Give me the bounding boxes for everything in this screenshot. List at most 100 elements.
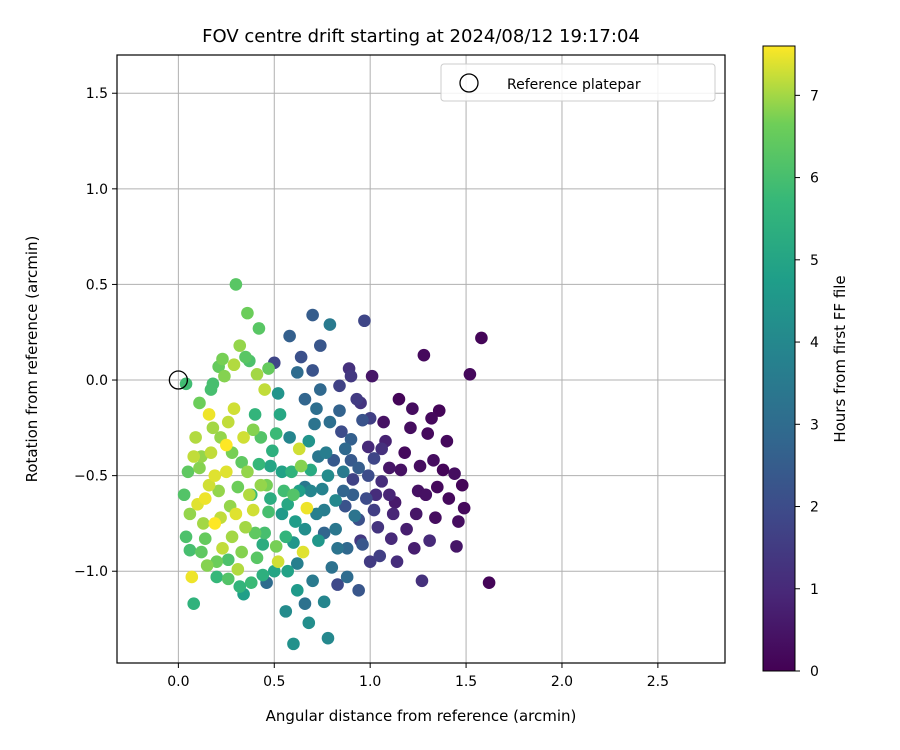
data-point	[277, 484, 291, 498]
data-point	[455, 478, 469, 492]
data-point	[356, 538, 369, 551]
data-point	[279, 530, 293, 544]
data-point	[281, 498, 295, 511]
data-point	[271, 555, 285, 568]
data-point	[392, 392, 406, 406]
data-point	[329, 494, 342, 507]
data-point	[429, 511, 442, 524]
data-point	[258, 383, 271, 396]
data-point	[189, 431, 202, 444]
data-point	[338, 499, 352, 513]
data-point	[220, 438, 233, 452]
data-point	[335, 425, 348, 438]
y-tick-label: 0.5	[86, 277, 108, 293]
data-point	[246, 503, 260, 517]
data-point	[415, 574, 429, 588]
data-point	[338, 442, 352, 456]
x-tick-label: 2.5	[647, 674, 669, 690]
data-point	[283, 431, 296, 444]
data-point	[306, 364, 319, 377]
data-point	[344, 433, 358, 446]
data-point	[375, 475, 388, 488]
y-tick-label: −1.0	[74, 564, 108, 580]
reference-marker-group	[168, 370, 189, 390]
data-point	[233, 339, 247, 352]
data-point	[448, 467, 461, 481]
data-point	[269, 540, 283, 553]
data-point	[367, 452, 381, 465]
legend-marker-icon	[459, 73, 479, 93]
data-point	[264, 492, 277, 505]
y-tick-label: −0.5	[74, 469, 108, 485]
data-point	[254, 478, 268, 492]
x-axis-ticks: 0.0 0.5 1.0 1.5 2.0 2.5	[167, 663, 669, 690]
colorbar-tick-label: 4	[810, 335, 819, 351]
data-point	[457, 501, 471, 515]
colorbar-tick-label: 5	[810, 253, 819, 269]
reference-marker	[168, 370, 189, 390]
data-point	[254, 431, 268, 444]
data-point	[221, 553, 235, 567]
data-point	[400, 522, 413, 536]
grid	[117, 55, 725, 663]
data-point	[202, 478, 216, 492]
x-tick-label: 0.5	[263, 674, 285, 690]
data-point	[262, 362, 275, 375]
data-point	[371, 520, 385, 534]
data-point	[216, 541, 229, 555]
data-point	[369, 488, 383, 502]
data-point	[427, 454, 440, 467]
data-point	[432, 404, 446, 417]
data-point	[292, 442, 306, 456]
data-point	[314, 383, 327, 396]
data-point	[237, 431, 250, 444]
data-point	[289, 515, 302, 528]
data-point	[283, 329, 296, 343]
data-point	[208, 517, 222, 530]
colorbar-tick-label: 2	[810, 500, 819, 516]
data-point	[231, 480, 245, 494]
data-point	[266, 444, 279, 458]
data-point	[340, 570, 354, 584]
data-point	[317, 595, 331, 609]
data-point	[248, 408, 262, 421]
data-point	[177, 488, 191, 502]
colorbar-gradient	[762, 45, 796, 672]
data-point	[409, 507, 423, 521]
data-point	[365, 369, 379, 383]
data-point	[298, 522, 312, 536]
data-point	[302, 434, 316, 448]
data-point	[406, 402, 419, 416]
data-point	[210, 555, 224, 568]
data-point	[442, 492, 456, 505]
data-point	[179, 530, 193, 544]
plot-frame	[116, 54, 726, 664]
data-point	[361, 469, 375, 482]
data-point	[187, 450, 201, 463]
data-point	[333, 404, 346, 417]
x-tick-label: 2.0	[551, 674, 573, 690]
data-point	[202, 408, 216, 421]
data-point	[323, 415, 337, 429]
data-point	[208, 469, 222, 482]
data-point	[346, 488, 360, 502]
data-point	[198, 492, 212, 505]
data-point	[363, 555, 377, 568]
data-point	[298, 392, 312, 406]
data-point	[386, 507, 400, 521]
data-point	[425, 411, 438, 425]
data-point	[221, 415, 235, 429]
x-tick-label: 1.0	[359, 674, 381, 690]
data-point	[279, 605, 293, 618]
data-point	[197, 517, 210, 530]
data-point	[275, 465, 289, 479]
data-point	[352, 584, 365, 597]
colorbar-tick-label: 6	[810, 171, 819, 187]
data-point	[304, 463, 318, 477]
data-point	[239, 520, 252, 534]
data-point	[218, 369, 231, 383]
data-point	[346, 473, 360, 486]
data-point	[344, 369, 358, 383]
data-point	[300, 501, 314, 515]
data-point	[200, 559, 214, 572]
